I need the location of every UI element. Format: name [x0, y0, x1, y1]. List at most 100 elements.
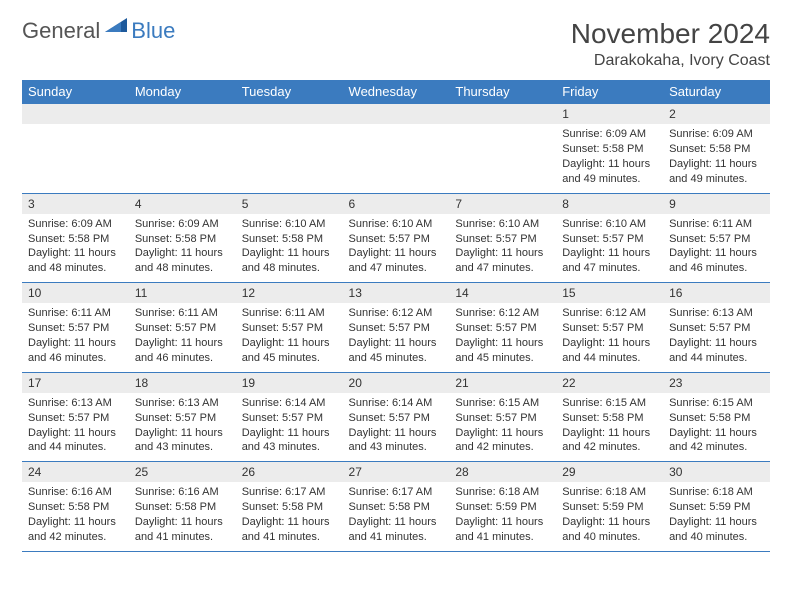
calendar-cell: 14 Sunrise: 6:12 AMSunset: 5:57 PMDayligh… — [449, 283, 556, 373]
day-body: Sunrise: 6:17 AMSunset: 5:58 PMDaylight:… — [236, 482, 343, 550]
sunrise-text: Sunrise: 6:12 AM — [455, 306, 550, 321]
sunset-text: Sunset: 5:57 PM — [669, 232, 764, 247]
daylight-text: Daylight: 11 hours and 49 minutes. — [669, 157, 764, 187]
calendar-cell: 13Sunrise: 6:12 AMSunset: 5:57 PMDayligh… — [343, 283, 450, 373]
sunrise-text: Sunrise: 6:09 AM — [135, 217, 230, 232]
sunset-text: Sunset: 5:58 PM — [562, 411, 657, 426]
day-number: 8 — [556, 194, 663, 214]
day-number: 15 — [556, 283, 663, 303]
calendar-cell — [22, 104, 129, 194]
sunrise-text: Sunrise: 6:17 AM — [242, 485, 337, 500]
day-number: 18 — [129, 373, 236, 393]
calendar-cell: 6Sunrise: 6:10 AMSunset: 5:57 PMDaylight… — [343, 193, 450, 283]
sunset-text: Sunset: 5:58 PM — [669, 411, 764, 426]
daylight-text: Daylight: 11 hours and 41 minutes. — [349, 515, 444, 545]
sunrise-text: Sunrise: 6:15 AM — [669, 396, 764, 411]
calendar-cell: 10Sunrise: 6:11 AMSunset: 5:57 PMDayligh… — [22, 283, 129, 373]
daylight-text: Daylight: 11 hours and 46 minutes. — [135, 336, 230, 366]
day-number: 11 — [129, 283, 236, 303]
day-number: 23 — [663, 373, 770, 393]
daylight-text: Daylight: 11 hours and 47 minutes. — [349, 246, 444, 276]
day-number-empty — [129, 104, 236, 124]
day-number: 7 — [449, 194, 556, 214]
daylight-text: Daylight: 11 hours and 44 minutes. — [669, 336, 764, 366]
sunset-text: Sunset: 5:59 PM — [669, 500, 764, 515]
day-number: 29 — [556, 462, 663, 482]
sunset-text: Sunset: 5:58 PM — [349, 500, 444, 515]
daylight-text: Daylight: 11 hours and 41 minutes. — [135, 515, 230, 545]
day-body-empty — [129, 124, 236, 190]
day-body: Sunrise: 6:10 AMSunset: 5:57 PMDaylight:… — [556, 214, 663, 282]
calendar-table: SundayMondayTuesdayWednesdayThursdayFrid… — [22, 80, 770, 552]
brand-name-1: General — [22, 18, 100, 44]
daylight-text: Daylight: 11 hours and 45 minutes. — [242, 336, 337, 366]
calendar-cell: 9Sunrise: 6:11 AMSunset: 5:57 PMDaylight… — [663, 193, 770, 283]
daylight-text: Daylight: 11 hours and 43 minutes. — [135, 426, 230, 456]
sunset-text: Sunset: 5:57 PM — [242, 411, 337, 426]
day-body: Sunrise: 6:10 AMSunset: 5:57 PMDaylight:… — [449, 214, 556, 282]
calendar-cell: 24Sunrise: 6:16 AMSunset: 5:58 PMDayligh… — [22, 462, 129, 552]
calendar-cell: 20Sunrise: 6:14 AMSunset: 5:57 PMDayligh… — [343, 372, 450, 462]
day-header: Wednesday — [343, 80, 450, 104]
day-body-empty — [449, 124, 556, 190]
calendar-cell: 19Sunrise: 6:14 AMSunset: 5:57 PMDayligh… — [236, 372, 343, 462]
sunrise-text: Sunrise: 6:12 AM — [349, 306, 444, 321]
day-body: Sunrise: 6:13 AMSunset: 5:57 PMDaylight:… — [663, 303, 770, 371]
brand-logo: General Blue — [22, 18, 175, 44]
calendar-cell: 18Sunrise: 6:13 AMSunset: 5:57 PMDayligh… — [129, 372, 236, 462]
day-body: Sunrise: 6:16 AMSunset: 5:58 PMDaylight:… — [129, 482, 236, 550]
daylight-text: Daylight: 11 hours and 47 minutes. — [455, 246, 550, 276]
daylight-text: Daylight: 11 hours and 46 minutes. — [669, 246, 764, 276]
calendar-cell: 30Sunrise: 6:18 AMSunset: 5:59 PMDayligh… — [663, 462, 770, 552]
day-body: Sunrise: 6:09 AMSunset: 5:58 PMDaylight:… — [129, 214, 236, 282]
day-number: 27 — [343, 462, 450, 482]
sunset-text: Sunset: 5:57 PM — [349, 321, 444, 336]
day-body: Sunrise: 6:14 AMSunset: 5:57 PMDaylight:… — [343, 393, 450, 461]
day-number: 6 — [343, 194, 450, 214]
page-header: General Blue November 2024 Darakokaha, I… — [22, 18, 770, 70]
calendar-cell: 15Sunrise: 6:12 AMSunset: 5:57 PMDayligh… — [556, 283, 663, 373]
day-number: 2 — [663, 104, 770, 124]
day-number: 13 — [343, 283, 450, 303]
sunset-text: Sunset: 5:57 PM — [562, 232, 657, 247]
calendar-cell: 28Sunrise: 6:18 AMSunset: 5:59 PMDayligh… — [449, 462, 556, 552]
day-number: 22 — [556, 373, 663, 393]
sunrise-text: Sunrise: 6:18 AM — [669, 485, 764, 500]
day-body: Sunrise: 6:17 AMSunset: 5:58 PMDaylight:… — [343, 482, 450, 550]
sunset-text: Sunset: 5:57 PM — [349, 232, 444, 247]
sunrise-text: Sunrise: 6:11 AM — [135, 306, 230, 321]
daylight-text: Daylight: 11 hours and 44 minutes. — [28, 426, 123, 456]
day-number: 5 — [236, 194, 343, 214]
sunrise-text: Sunrise: 6:10 AM — [242, 217, 337, 232]
day-body: Sunrise: 6:10 AMSunset: 5:58 PMDaylight:… — [236, 214, 343, 282]
day-number: 25 — [129, 462, 236, 482]
day-number: 14 — [449, 283, 556, 303]
day-body: Sunrise: 6:13 AMSunset: 5:57 PMDaylight:… — [22, 393, 129, 461]
daylight-text: Daylight: 11 hours and 40 minutes. — [562, 515, 657, 545]
day-body: Sunrise: 6:10 AMSunset: 5:57 PMDaylight:… — [343, 214, 450, 282]
day-number: 28 — [449, 462, 556, 482]
sunrise-text: Sunrise: 6:09 AM — [28, 217, 123, 232]
sunset-text: Sunset: 5:59 PM — [455, 500, 550, 515]
calendar-cell: 2Sunrise: 6:09 AMSunset: 5:58 PMDaylight… — [663, 104, 770, 194]
day-number-empty — [236, 104, 343, 124]
day-number: 16 — [663, 283, 770, 303]
daylight-text: Daylight: 11 hours and 45 minutes. — [455, 336, 550, 366]
calendar-cell: 22Sunrise: 6:15 AMSunset: 5:58 PMDayligh… — [556, 372, 663, 462]
sunset-text: Sunset: 5:57 PM — [455, 321, 550, 336]
calendar-cell: 11Sunrise: 6:11 AMSunset: 5:57 PMDayligh… — [129, 283, 236, 373]
daylight-text: Daylight: 11 hours and 46 minutes. — [28, 336, 123, 366]
day-body: Sunrise: 6:09 AMSunset: 5:58 PMDaylight:… — [22, 214, 129, 282]
day-body: Sunrise: 6:11 AMSunset: 5:57 PMDaylight:… — [22, 303, 129, 371]
day-body: Sunrise: 6:14 AMSunset: 5:57 PMDaylight:… — [236, 393, 343, 461]
daylight-text: Daylight: 11 hours and 43 minutes. — [349, 426, 444, 456]
day-number: 17 — [22, 373, 129, 393]
sunset-text: Sunset: 5:57 PM — [242, 321, 337, 336]
day-number-empty — [22, 104, 129, 124]
daylight-text: Daylight: 11 hours and 42 minutes. — [455, 426, 550, 456]
day-header: Tuesday — [236, 80, 343, 104]
sunset-text: Sunset: 5:57 PM — [455, 411, 550, 426]
sunset-text: Sunset: 5:57 PM — [349, 411, 444, 426]
calendar-cell: 27Sunrise: 6:17 AMSunset: 5:58 PMDayligh… — [343, 462, 450, 552]
day-number: 3 — [22, 194, 129, 214]
